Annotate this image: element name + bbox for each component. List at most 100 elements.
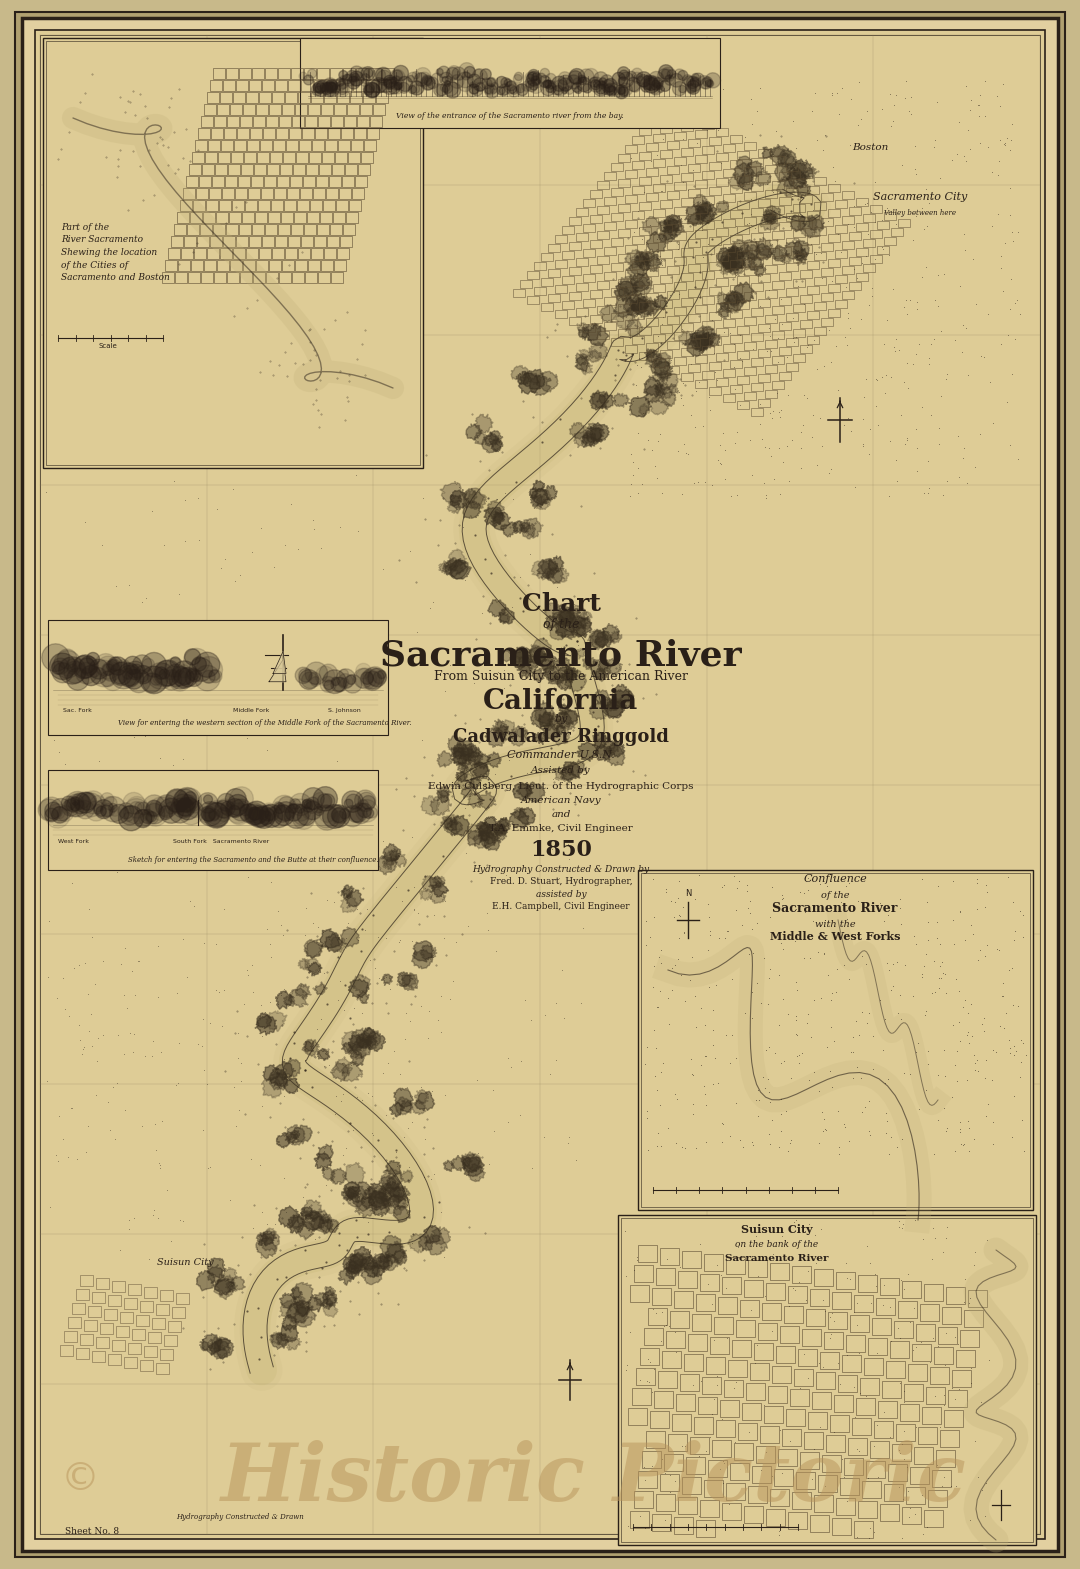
Point <box>860 1119 877 1144</box>
Point <box>806 1437 823 1462</box>
Point <box>995 984 1012 1009</box>
Point <box>676 919 693 945</box>
Point <box>646 1064 663 1089</box>
Point <box>664 977 681 1003</box>
Point <box>881 82 899 107</box>
Polygon shape <box>355 800 378 822</box>
Bar <box>730 1462 750 1480</box>
Bar <box>222 235 235 246</box>
Point <box>799 1001 816 1026</box>
Point <box>151 1153 168 1178</box>
Text: on the bank of the: on the bank of the <box>735 1240 819 1249</box>
Bar <box>555 286 567 293</box>
Point <box>929 908 946 934</box>
Polygon shape <box>678 331 693 345</box>
Polygon shape <box>75 800 84 810</box>
Bar <box>765 240 777 248</box>
Polygon shape <box>246 802 264 819</box>
Point <box>95 1023 112 1048</box>
Point <box>920 449 937 474</box>
Point <box>769 348 786 373</box>
Polygon shape <box>333 806 349 824</box>
Polygon shape <box>568 759 586 777</box>
Point <box>700 891 717 916</box>
Polygon shape <box>691 74 700 82</box>
Point <box>575 915 592 940</box>
Bar <box>314 80 326 91</box>
Point <box>805 198 822 223</box>
Point <box>673 102 690 127</box>
Bar <box>772 281 784 289</box>
Point <box>698 1043 715 1068</box>
Point <box>227 1114 244 1139</box>
Point <box>634 472 651 497</box>
Bar <box>832 1291 851 1309</box>
Point <box>881 1294 899 1320</box>
Point <box>296 923 313 948</box>
Polygon shape <box>608 742 625 758</box>
Point <box>895 295 913 320</box>
Polygon shape <box>599 304 618 322</box>
Bar <box>233 248 245 259</box>
Bar <box>800 169 812 177</box>
Point <box>512 565 529 590</box>
Bar <box>252 67 264 78</box>
Point <box>1014 924 1031 949</box>
Point <box>1010 446 1027 471</box>
Polygon shape <box>145 803 165 824</box>
Point <box>480 918 497 943</box>
Bar <box>303 224 316 235</box>
Polygon shape <box>554 769 566 781</box>
Point <box>892 1006 909 1031</box>
Point <box>933 319 950 344</box>
Point <box>761 1089 779 1114</box>
Point <box>298 643 315 668</box>
Bar <box>226 67 238 78</box>
Polygon shape <box>446 819 462 836</box>
Bar <box>327 80 339 91</box>
Point <box>971 104 988 129</box>
Point <box>349 519 366 544</box>
Point <box>645 952 662 977</box>
Point <box>239 725 256 750</box>
Bar <box>230 260 242 271</box>
Point <box>853 1100 870 1125</box>
Polygon shape <box>604 78 618 93</box>
Point <box>672 904 689 929</box>
Point <box>872 987 889 1012</box>
Point <box>194 1007 212 1032</box>
Point <box>971 938 988 963</box>
Bar <box>569 292 581 300</box>
Point <box>849 888 866 913</box>
Polygon shape <box>590 77 599 86</box>
Point <box>423 1078 441 1103</box>
Polygon shape <box>351 74 360 82</box>
Polygon shape <box>286 1301 308 1324</box>
Bar <box>332 165 345 176</box>
Polygon shape <box>349 71 364 86</box>
Point <box>733 912 751 937</box>
Point <box>980 1092 997 1117</box>
Point <box>702 397 719 422</box>
Point <box>892 403 909 428</box>
Point <box>849 1525 866 1550</box>
Bar <box>597 256 609 264</box>
Point <box>692 1053 710 1078</box>
Bar <box>338 140 350 151</box>
Polygon shape <box>189 670 201 683</box>
Point <box>194 1117 212 1142</box>
Point <box>770 1519 787 1544</box>
Bar <box>846 1335 865 1352</box>
Polygon shape <box>644 83 650 89</box>
Polygon shape <box>620 83 633 96</box>
Point <box>821 1305 838 1331</box>
Bar <box>667 290 679 300</box>
Polygon shape <box>307 1298 324 1312</box>
Polygon shape <box>326 80 337 91</box>
Bar <box>674 282 686 290</box>
Bar <box>206 199 218 210</box>
Bar <box>835 249 847 257</box>
Point <box>879 1108 896 1133</box>
Bar <box>255 212 267 223</box>
Polygon shape <box>499 83 510 94</box>
